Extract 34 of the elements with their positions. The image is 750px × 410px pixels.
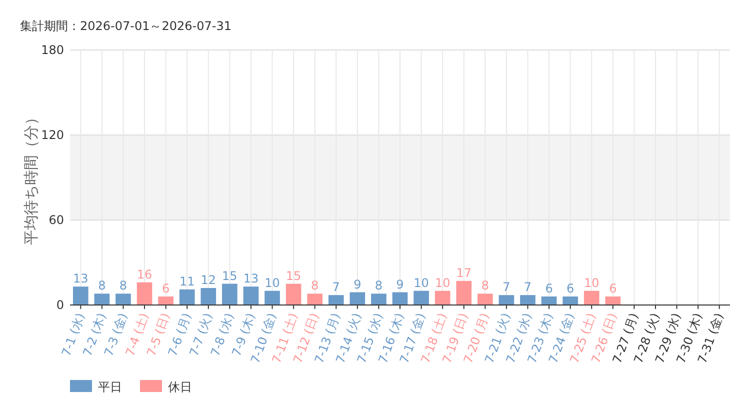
y-tick-label: 0 bbox=[56, 298, 64, 312]
data-label: 12 bbox=[200, 273, 216, 287]
y-tick-label: 180 bbox=[41, 43, 64, 57]
y-axis-title: 平均待ち時間（分） bbox=[22, 110, 40, 245]
data-label: 13 bbox=[243, 272, 259, 286]
data-label: 11 bbox=[179, 274, 195, 288]
data-label: 16 bbox=[136, 267, 152, 282]
chart-title: 集計期間：2026-07-01～2026-07-31 bbox=[20, 19, 232, 33]
y-tick-label: 60 bbox=[48, 213, 64, 227]
data-label: 6 bbox=[566, 282, 574, 296]
data-label: 6 bbox=[609, 282, 617, 296]
data-label: 10 bbox=[434, 276, 450, 290]
data-label: 15 bbox=[222, 268, 238, 283]
data-label: 13 bbox=[73, 272, 88, 286]
data-label: 8 bbox=[374, 278, 383, 293]
data-label: 15 bbox=[286, 268, 302, 283]
legend-label: 休日 bbox=[168, 380, 192, 394]
data-label: 10 bbox=[264, 276, 280, 290]
legend-label: 平日 bbox=[98, 380, 122, 394]
data-label: 17 bbox=[456, 266, 472, 280]
data-label: 9 bbox=[354, 277, 362, 292]
data-label: 10 bbox=[584, 276, 600, 290]
data-label: 6 bbox=[162, 282, 170, 296]
data-label: 8 bbox=[119, 278, 128, 293]
data-label: 6 bbox=[545, 282, 553, 296]
data-label: 7 bbox=[524, 280, 532, 294]
data-label: 10 bbox=[414, 276, 429, 290]
data-label: 8 bbox=[481, 278, 489, 293]
data-label: 9 bbox=[396, 277, 404, 292]
y-tick-label: 120 bbox=[41, 128, 64, 142]
data-label: 7 bbox=[502, 280, 510, 294]
data-label: 8 bbox=[311, 278, 319, 293]
data-label: 7 bbox=[332, 280, 340, 294]
data-label: 8 bbox=[98, 278, 106, 293]
